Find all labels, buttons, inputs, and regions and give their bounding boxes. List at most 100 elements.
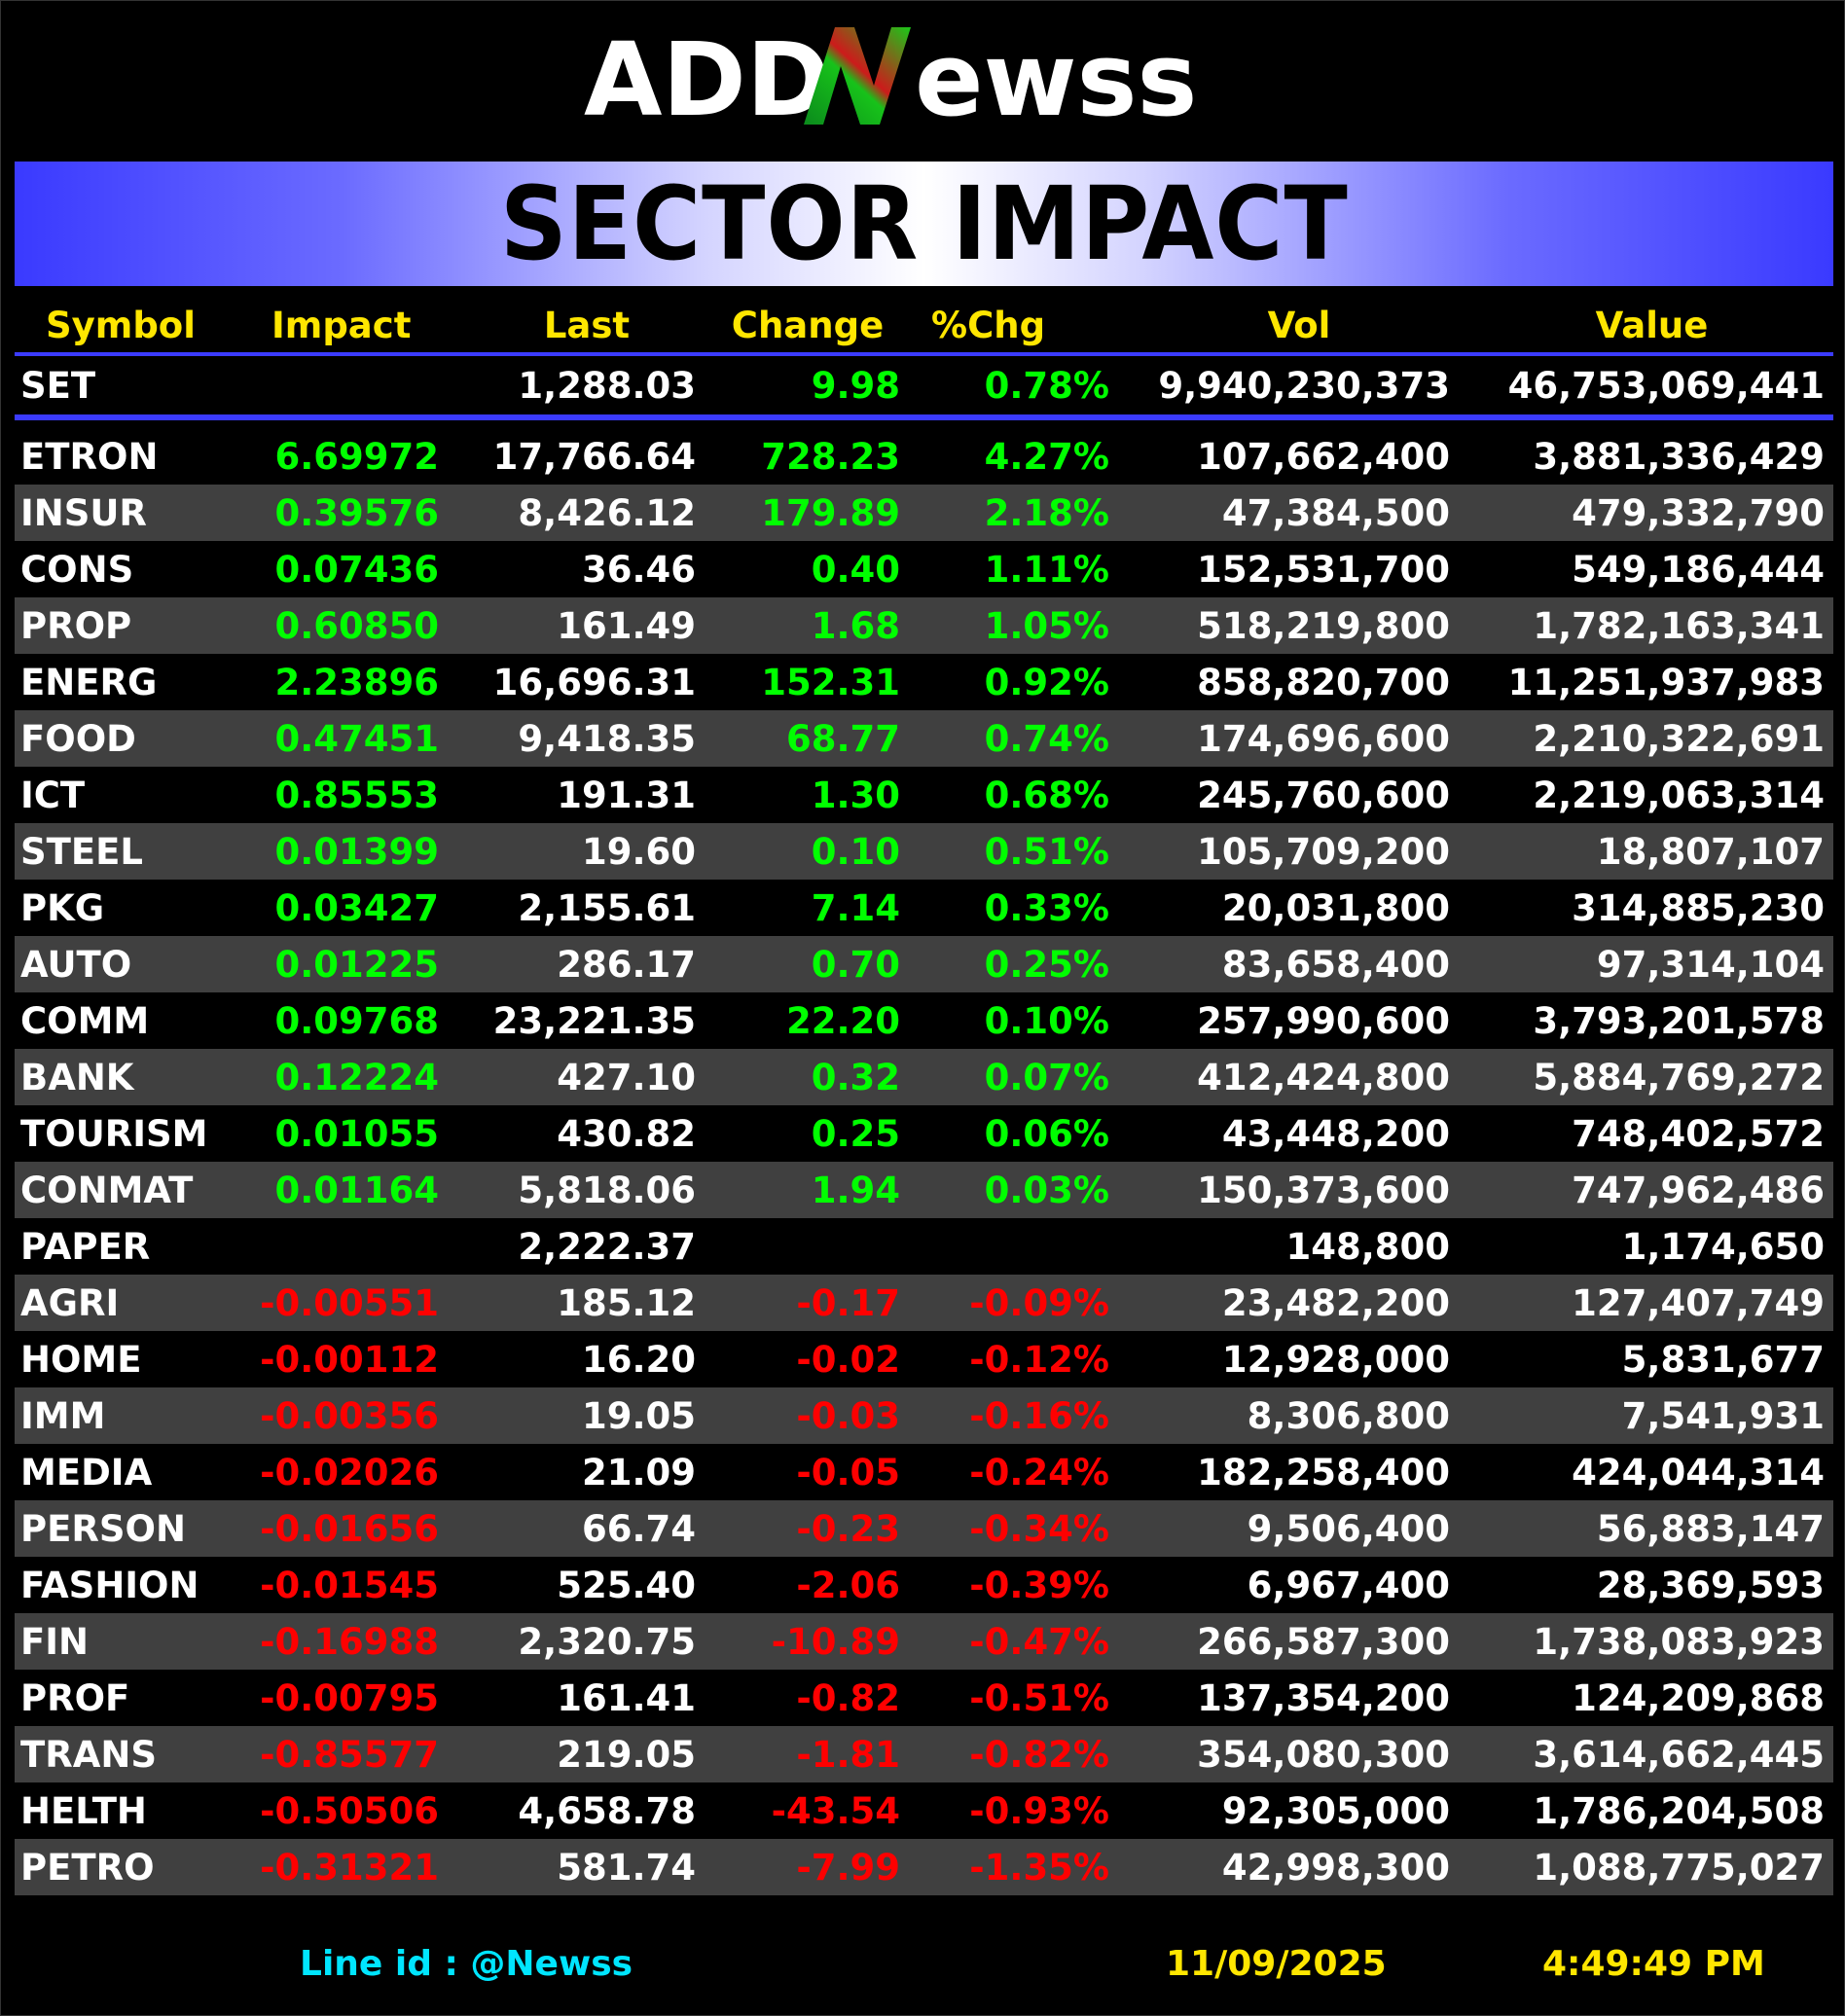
cell-last: 427.10 [557,1056,696,1098]
cell-value: 3,881,336,429 [1533,435,1825,478]
cell-symbol: FIN [20,1620,90,1663]
cell-volume: 858,820,700 [1197,661,1450,703]
table-header-row: Symbol Impact Last Change %Chg Vol Value [15,298,1833,356]
cell-impact: 2.23896 [274,661,439,703]
index-row-set: SET 1,288.03 9.98 0.78% 9,940,230,373 46… [15,356,1833,420]
cell-pct-change: 0.74% [984,717,1109,760]
cell-change: -0.82 [796,1676,900,1719]
cell-last: 430.82 [557,1112,696,1155]
table-row: PKG 0.03427 2,155.61 7.14 0.33% 20,031,800 314… [15,880,1833,936]
cell-impact: 0.03427 [274,886,439,929]
cell-impact: -0.00551 [260,1281,439,1324]
cell-last: 161.41 [557,1676,696,1719]
index-symbol: SET [20,364,96,407]
cell-value: 2,210,322,691 [1533,717,1825,760]
cell-last: 36.46 [581,548,696,591]
cell-symbol: HELTH [20,1789,147,1832]
cell-symbol: AGRI [20,1281,120,1324]
cell-last: 4,658.78 [518,1789,696,1832]
cell-last: 21.09 [581,1451,696,1494]
cell-impact: 0.01055 [274,1112,439,1155]
cell-impact: -0.00795 [260,1676,439,1719]
cell-pct-change: -0.93% [969,1789,1109,1832]
table-row: FIN -0.16988 2,320.75 -10.89 -0.47% 266,587,3… [15,1613,1833,1670]
cell-change: -0.03 [796,1394,900,1437]
cell-volume: 150,373,600 [1197,1169,1450,1211]
cell-symbol: FOOD [20,717,136,760]
table-row: ENERG 2.23896 16,696.31 152.31 0.92% 858,820,… [15,654,1833,710]
cell-last: 286.17 [557,943,696,986]
cell-volume: 174,696,600 [1197,717,1450,760]
cell-pct-change: -1.35% [969,1846,1109,1889]
cell-pct-change: -0.51% [969,1676,1109,1719]
cell-pct-change: 2.18% [984,491,1109,534]
cell-volume: 152,531,700 [1197,548,1450,591]
cell-impact: 0.85553 [274,774,439,816]
cell-last: 23,221.35 [492,999,696,1042]
cell-symbol: BANK [20,1056,134,1098]
cell-symbol: ICT [20,774,86,816]
cell-symbol: PERSON [20,1507,186,1550]
cell-symbol: AUTO [20,943,132,986]
cell-symbol: ENERG [20,661,158,703]
cell-value: 7,541,931 [1621,1394,1825,1437]
cell-impact: -0.00356 [260,1394,439,1437]
cell-change: 0.10 [811,830,900,873]
cell-value: 5,831,677 [1621,1338,1825,1381]
cell-symbol: MEDIA [20,1451,153,1494]
cell-value: 127,407,749 [1572,1281,1825,1324]
index-value: 46,753,069,441 [1507,364,1825,407]
cell-volume: 105,709,200 [1197,830,1450,873]
table-row: PERSON -0.01656 66.74 -0.23 -0.34% 9,506,400 5… [15,1500,1833,1557]
column-header-last: Last [543,304,631,346]
cell-symbol: PKG [20,886,105,929]
cell-volume: 412,424,800 [1197,1056,1450,1098]
table-row: PROF -0.00795 161.41 -0.82 -0.51% 137,354,200… [15,1670,1833,1726]
cell-change: -1.81 [796,1733,900,1776]
cell-pct-change: 0.25% [984,943,1109,986]
cell-volume: 83,658,400 [1221,943,1450,986]
cell-impact: -0.02026 [260,1451,439,1494]
table-row: FASHION -0.01545 525.40 -2.06 -0.39% 6,967,40… [15,1557,1833,1613]
cell-value: 11,251,937,983 [1507,661,1825,703]
cell-last: 2,222.37 [518,1225,696,1268]
cell-value: 124,209,868 [1572,1676,1825,1719]
cell-last: 161.49 [557,604,696,647]
cell-last: 19.60 [581,830,696,873]
logo-text-add: ADD [584,20,830,134]
cell-change: -0.05 [796,1451,900,1494]
cell-change: -10.89 [771,1620,900,1663]
cell-volume: 245,760,600 [1197,774,1450,816]
cell-symbol: TOURISM [20,1112,208,1155]
cell-last: 9,418.35 [518,717,696,760]
cell-pct-change: 0.03% [984,1169,1109,1211]
table-row: BANK 0.12224 427.10 0.32 0.07% 412,424,800 5,8… [15,1049,1833,1105]
cell-symbol: PETRO [20,1846,155,1889]
cell-volume: 6,967,400 [1247,1564,1450,1606]
cell-pct-change: -0.47% [969,1620,1109,1663]
cell-pct-change: 0.10% [984,999,1109,1042]
sector-impact-banner: SECTOR IMPACT [15,162,1833,286]
table-row: HOME -0.00112 16.20 -0.02 -0.12% 12,928,000 5,… [15,1331,1833,1387]
index-pct-change: 0.78% [984,364,1109,407]
cell-impact: -0.85577 [260,1733,439,1776]
cell-change: 0.32 [811,1056,900,1098]
cell-change: 728.23 [761,435,900,478]
cell-pct-change: -0.82% [969,1733,1109,1776]
table-row: AUTO 0.01225 286.17 0.70 0.25% 83,658,400 97,3… [15,936,1833,992]
table-row: ETRON 6.69972 17,766.64 728.23 4.27% 107,662,… [15,428,1833,485]
cell-last: 19.05 [581,1394,696,1437]
cell-pct-change: 0.51% [984,830,1109,873]
cell-last: 191.31 [557,774,696,816]
cell-pct-change: -0.12% [969,1338,1109,1381]
cell-symbol: IMM [20,1394,106,1437]
cell-last: 16.20 [581,1338,696,1381]
cell-value: 97,314,104 [1596,943,1825,986]
index-volume: 9,940,230,373 [1158,364,1450,407]
cell-change: 0.70 [811,943,900,986]
table-row: MEDIA -0.02026 21.09 -0.05 -0.24% 182,258,400… [15,1444,1833,1500]
cell-pct-change: 0.92% [984,661,1109,703]
table-row: TRANS -0.85577 219.05 -1.81 -0.82% 354,080,30… [15,1726,1833,1782]
cell-impact: 0.07436 [274,548,439,591]
cell-change: 152.31 [761,661,900,703]
